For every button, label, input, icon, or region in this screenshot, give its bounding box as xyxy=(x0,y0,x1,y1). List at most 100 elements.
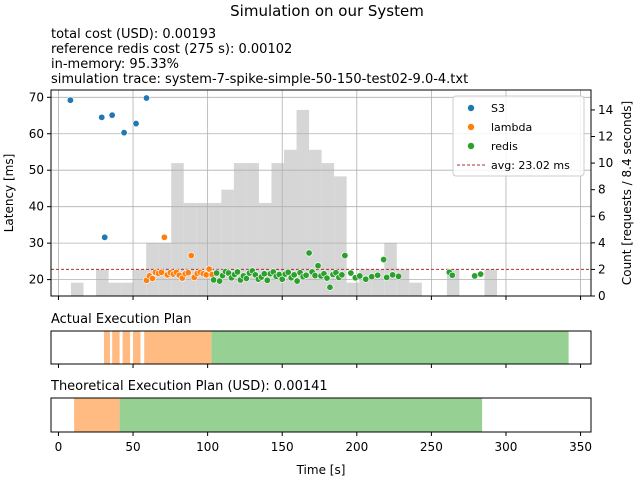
x-tick-label-50: 50 xyxy=(125,440,140,454)
y2-axis-label: Count [requests / 8.4 seconds] xyxy=(620,101,634,285)
histogram-bar-25 xyxy=(384,242,397,296)
x-tick-label-150: 150 xyxy=(271,440,294,454)
actual-frame xyxy=(50,330,592,365)
redis-point-55 xyxy=(395,272,403,280)
legend-marker-s3 xyxy=(467,104,475,112)
theoretical-plan-panel xyxy=(50,397,592,436)
info-line-1: total cost (USD): 0.00193 xyxy=(51,27,216,42)
redis-point-59 xyxy=(477,270,485,278)
y2-tick-label-14: 14 xyxy=(598,103,613,117)
redis-point-57 xyxy=(448,271,456,279)
info-line-4: simulation trace: system-7-spike-simple-… xyxy=(51,72,468,87)
redis-point-50 xyxy=(368,273,376,281)
s3-point-4 xyxy=(120,129,128,137)
redis-point-36 xyxy=(314,262,322,270)
latency-panel: 20 30 40 50 60 70 0 2 4 6 8 10 12 14 Latency [ms] Co… xyxy=(2,89,634,303)
redis-point-12 xyxy=(242,274,250,282)
x-tick-label-200: 200 xyxy=(345,440,368,454)
info-line-2: reference redis cost (275 s): 0.00102 xyxy=(51,42,292,57)
redis-point-33 xyxy=(305,249,313,257)
histogram-bar-2 xyxy=(96,269,109,296)
x-tick-label-350: 350 xyxy=(569,440,592,454)
histogram-bar-29 xyxy=(484,269,498,296)
y2-tick-label-10: 10 xyxy=(598,156,613,170)
scatter-points xyxy=(66,94,485,291)
histogram-bar-1 xyxy=(70,282,84,296)
x-tick-label-100: 100 xyxy=(196,440,219,454)
x-tick-label-250: 250 xyxy=(420,440,443,454)
y2-tick-label-12: 12 xyxy=(598,130,613,144)
s3-point-5 xyxy=(132,120,140,128)
theoretical-frame xyxy=(50,397,592,433)
theoretical-plan-title: Theoretical Execution Plan (USD): 0.0014… xyxy=(50,379,328,394)
histogram-bar-17 xyxy=(284,149,297,296)
theoretical-lambda-segment-1 xyxy=(74,398,120,432)
legend-label-lambda: lambda xyxy=(491,121,532,134)
y-tick-label-30: 30 xyxy=(29,236,44,250)
actual-plan-panel xyxy=(50,330,592,368)
s3-point-1 xyxy=(66,96,74,104)
x-tick-label-300: 300 xyxy=(495,440,518,454)
latency-y-axis: 20 30 40 50 60 70 xyxy=(29,90,51,287)
redis-point-24 xyxy=(278,275,286,283)
redis-point-58 xyxy=(471,272,479,280)
actual-lambda-segment-4 xyxy=(133,331,141,364)
chart-title: Simulation on our System xyxy=(230,2,424,20)
redis-point-52 xyxy=(380,256,388,264)
actual-plan-title: Actual Execution Plan xyxy=(51,312,191,327)
actual-lambda-segment-3 xyxy=(122,331,131,364)
latency-panel-frame xyxy=(50,89,592,297)
actual-lambda-segment-5 xyxy=(144,331,212,364)
lambda-point-15 xyxy=(184,269,192,277)
histogram-bar-9 xyxy=(183,202,197,296)
redis-point-39 xyxy=(323,274,331,282)
redis-point-28 xyxy=(290,271,298,279)
redis-point-2 xyxy=(213,269,221,277)
lambda-point-6 xyxy=(157,268,165,276)
lambda-point-7 xyxy=(160,233,168,241)
redis-point-32 xyxy=(302,271,310,279)
info-line-3: in-memory: 95.33% xyxy=(51,57,179,72)
y-tick-label-20: 20 xyxy=(29,273,44,287)
y-tick-label-50: 50 xyxy=(29,163,44,177)
lambda-point-16 xyxy=(187,252,195,260)
lambda-point-22 xyxy=(205,265,213,273)
actual-lambda-segment-1 xyxy=(103,331,110,364)
theoretical-redis-segment-2 xyxy=(119,398,483,432)
histogram-bar-5 xyxy=(133,269,147,296)
s3-point-6 xyxy=(142,94,150,102)
y2-tick-label-0: 0 xyxy=(598,289,606,303)
redis-point-45 xyxy=(341,252,349,260)
actual-redis-segment-6 xyxy=(211,331,569,364)
histogram-bar-3 xyxy=(108,282,122,296)
histogram-bar-7 xyxy=(158,242,172,296)
y2-tick-label-6: 6 xyxy=(598,209,606,223)
lambda-point-3 xyxy=(148,274,156,282)
legend: S3 lambda redis avg: 23.02 ms xyxy=(452,95,585,177)
x-axis-label: Time [s] xyxy=(296,463,346,477)
redis-point-29 xyxy=(293,277,301,285)
s3-point-2 xyxy=(98,113,106,121)
y2-tick-label-8: 8 xyxy=(598,183,606,197)
legend-label-avg: avg: 23.02 ms xyxy=(491,159,570,172)
y-axis-label: Latency [ms] xyxy=(2,154,16,233)
histogram-bar-4 xyxy=(121,282,134,296)
lambda-point-21 xyxy=(202,271,210,279)
histogram-bar-18 xyxy=(296,109,310,296)
redis-point-18 xyxy=(260,270,268,278)
histogram-bar-10 xyxy=(196,202,209,296)
y2-tick-label-2: 2 xyxy=(598,262,606,276)
redis-point-19 xyxy=(263,276,271,284)
latency-x-axis xyxy=(57,296,582,300)
redis-point-1 xyxy=(210,276,218,284)
histogram-bar-22 xyxy=(346,282,360,296)
redis-point-44 xyxy=(338,271,346,279)
request-histogram xyxy=(70,109,498,296)
legend-box xyxy=(452,95,585,177)
redis-point-53 xyxy=(383,273,391,281)
histogram-bar-20 xyxy=(321,163,335,296)
redis-point-35 xyxy=(311,272,319,280)
histogram-bar-19 xyxy=(309,149,322,296)
s3-point-7 xyxy=(101,233,109,241)
